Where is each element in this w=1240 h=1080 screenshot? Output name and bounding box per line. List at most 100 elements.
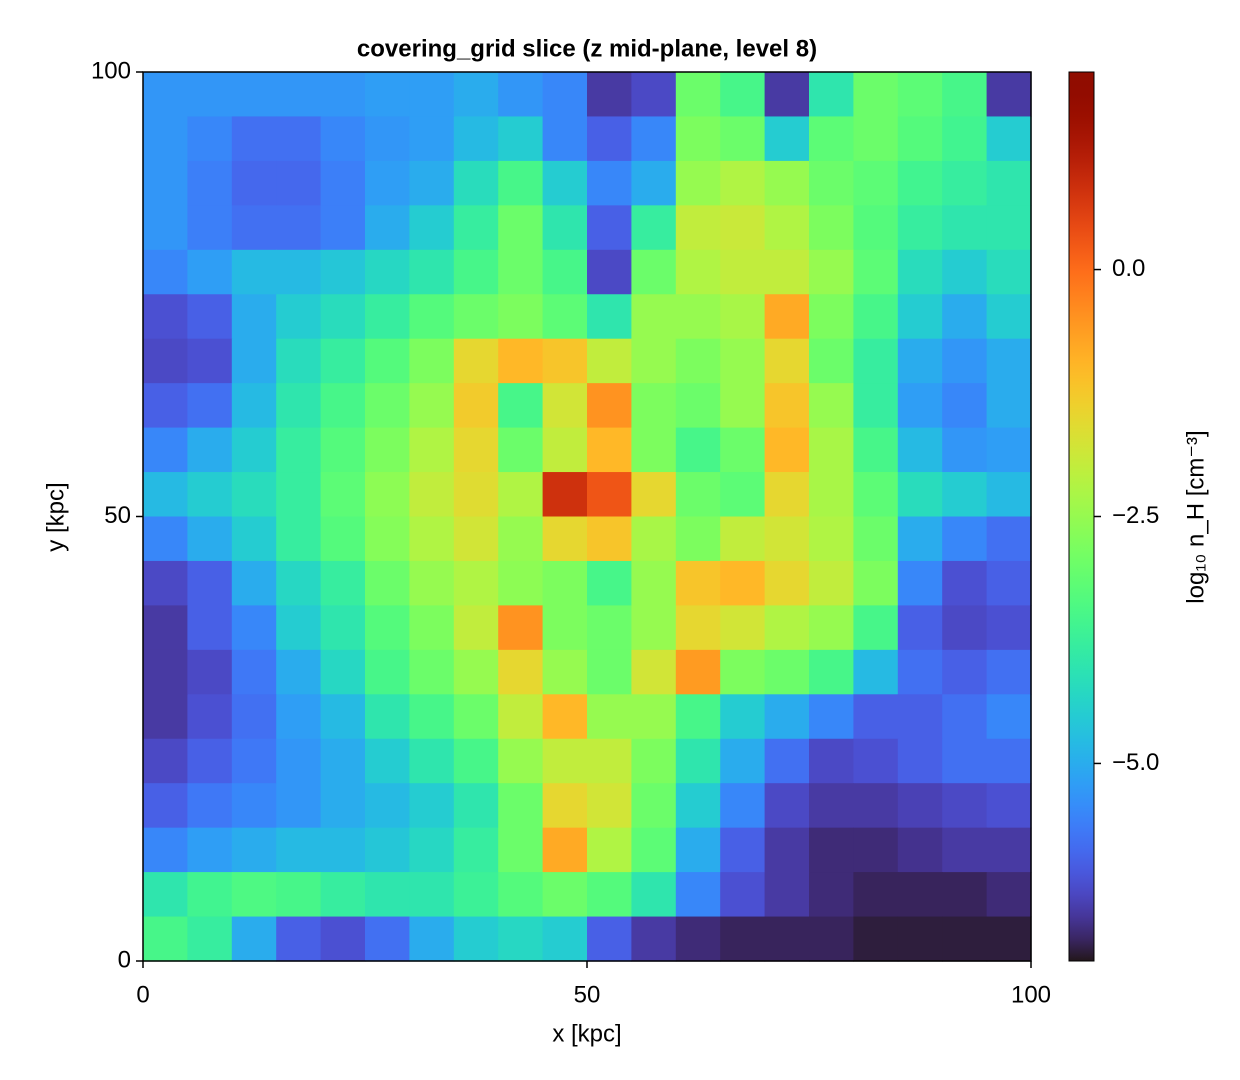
heatmap-cell <box>409 516 455 562</box>
heatmap-cell <box>587 827 632 873</box>
heatmap-cell <box>320 160 366 206</box>
heatmap-cell <box>365 827 410 873</box>
heatmap-cell <box>231 205 277 251</box>
x-tick-label: 0 <box>136 981 149 1008</box>
heatmap-cell <box>320 249 366 295</box>
heatmap-cell <box>542 338 588 384</box>
heatmap-cell <box>498 72 544 118</box>
y-tick-label: 100 <box>91 57 131 84</box>
heatmap-cell <box>453 694 499 740</box>
heatmap-cell <box>853 427 899 473</box>
heatmap-cell <box>720 649 766 695</box>
heatmap-cell <box>453 783 499 829</box>
heatmap-cell <box>720 116 766 162</box>
heatmap-cell <box>853 605 899 651</box>
heatmap-cell <box>942 383 988 429</box>
heatmap-cell <box>453 294 499 340</box>
heatmap-cell <box>897 605 943 651</box>
heatmap-cell <box>187 72 233 118</box>
heatmap-cell <box>587 516 632 562</box>
heatmap-cell <box>720 427 766 473</box>
heatmap-cell <box>897 205 943 251</box>
heatmap-cell <box>231 694 277 740</box>
heatmap-cell <box>720 872 766 918</box>
chart-title: covering_grid slice (z mid-plane, level … <box>357 35 817 62</box>
heatmap-cell <box>631 827 677 873</box>
heatmap-cell <box>542 160 588 206</box>
heatmap-cell <box>764 427 810 473</box>
heatmap-cell <box>453 560 499 606</box>
heatmap-cell <box>631 205 677 251</box>
heatmap-cell <box>453 383 499 429</box>
heatmap-cell <box>942 783 988 829</box>
heatmap-cell <box>631 649 677 695</box>
heatmap-cell <box>542 72 588 118</box>
heatmap-cell <box>809 827 854 873</box>
heatmap-cell <box>631 872 677 918</box>
heatmap-cell <box>631 472 677 518</box>
heatmap-cell <box>143 783 188 829</box>
heatmap-cell <box>320 916 366 962</box>
heatmap-cell <box>942 294 988 340</box>
heatmap-cell <box>365 338 410 384</box>
heatmap-cell <box>587 472 632 518</box>
heatmap-cell <box>187 338 233 384</box>
heatmap-cell <box>231 294 277 340</box>
heatmap-cell <box>631 516 677 562</box>
heatmap-cell <box>809 249 854 295</box>
heatmap-cell <box>764 783 810 829</box>
heatmap-cell <box>231 605 277 651</box>
heatmap-cell <box>809 560 854 606</box>
heatmap-cell <box>143 383 188 429</box>
heatmap <box>143 72 1032 962</box>
heatmap-cell <box>587 205 632 251</box>
heatmap-cell <box>542 383 588 429</box>
heatmap-cell <box>453 872 499 918</box>
heatmap-cell <box>187 383 233 429</box>
heatmap-cell <box>276 649 322 695</box>
heatmap-cell <box>453 916 499 962</box>
heatmap-cell <box>320 738 366 784</box>
heatmap-cell <box>942 427 988 473</box>
heatmap-cell <box>143 694 188 740</box>
heatmap-cell <box>498 694 544 740</box>
heatmap-cell <box>143 249 188 295</box>
heatmap-cell <box>764 827 810 873</box>
heatmap-cell <box>409 205 455 251</box>
heatmap-cell <box>542 738 588 784</box>
heatmap-cell <box>897 560 943 606</box>
heatmap-cell <box>187 649 233 695</box>
heatmap-cell <box>942 738 988 784</box>
heatmap-cell <box>675 383 721 429</box>
heatmap-cell <box>231 738 277 784</box>
heatmap-cell <box>187 427 233 473</box>
heatmap-cell <box>276 827 322 873</box>
heatmap-cell <box>942 916 988 962</box>
heatmap-cell <box>720 294 766 340</box>
heatmap-cell <box>853 738 899 784</box>
heatmap-cell <box>276 427 322 473</box>
heatmap-cell <box>409 605 455 651</box>
heatmap-cell <box>986 205 1032 251</box>
heatmap-cell <box>365 249 410 295</box>
heatmap-cell <box>942 160 988 206</box>
heatmap-cell <box>365 649 410 695</box>
heatmap-cell <box>675 516 721 562</box>
colorbar <box>1068 71 1095 962</box>
heatmap-cell <box>809 605 854 651</box>
heatmap-cell <box>809 872 854 918</box>
heatmap-cell <box>853 383 899 429</box>
heatmap-cell <box>143 649 188 695</box>
heatmap-cell <box>631 427 677 473</box>
heatmap-cell <box>720 694 766 740</box>
heatmap-cell <box>409 738 455 784</box>
heatmap-cell <box>498 249 544 295</box>
heatmap-cell <box>587 872 632 918</box>
heatmap-cell <box>231 116 277 162</box>
heatmap-cell <box>675 783 721 829</box>
heatmap-cell <box>453 427 499 473</box>
heatmap-cell <box>897 783 943 829</box>
heatmap-cell <box>764 516 810 562</box>
heatmap-cell <box>231 516 277 562</box>
heatmap-cell <box>675 649 721 695</box>
